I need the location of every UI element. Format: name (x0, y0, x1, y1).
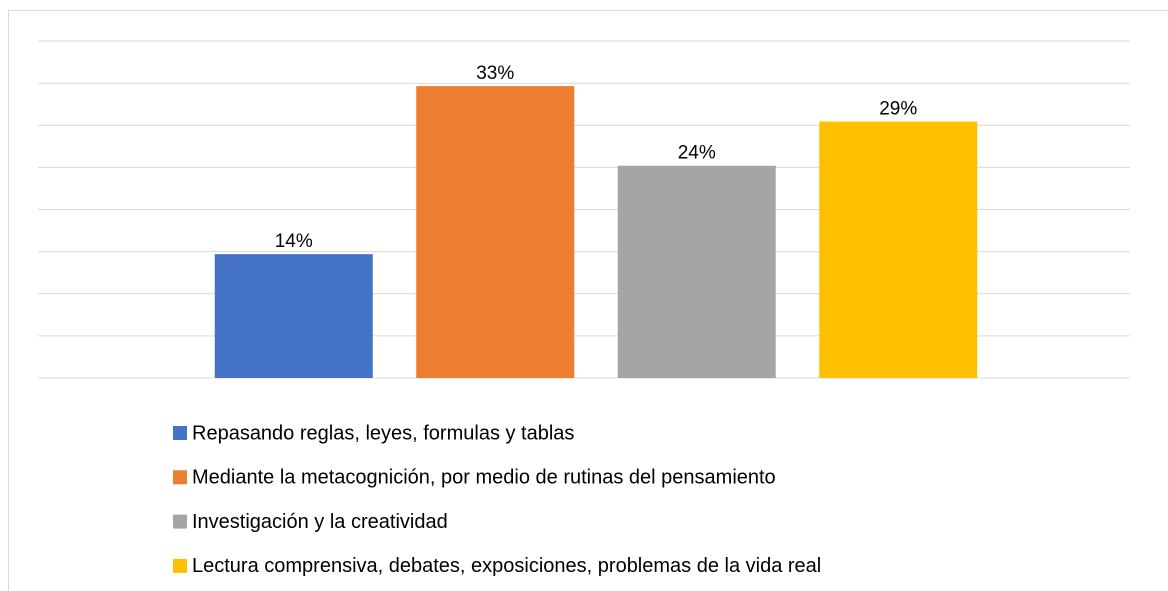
bar (819, 121, 978, 378)
legend-swatch (173, 470, 187, 485)
legend-label: Lectura comprensiva, debates, exposicion… (192, 555, 821, 577)
legend-swatch (173, 558, 187, 573)
bar (617, 165, 776, 378)
legend-label: Mediante la metacognición, por medio de … (192, 467, 776, 489)
data-label: 14% (275, 231, 313, 252)
legend-swatch (173, 514, 187, 529)
data-label: 29% (879, 99, 917, 120)
legend-label: Investigación y la creatividad (192, 511, 448, 533)
legend-swatch (173, 426, 187, 440)
data-label: 24% (678, 143, 716, 164)
chart-border (8, 10, 1168, 591)
data-label: 33% (476, 63, 514, 84)
bar (416, 86, 575, 379)
bar (214, 254, 373, 378)
legend-label: Repasando reglas, leyes, formulas y tabl… (192, 422, 574, 444)
